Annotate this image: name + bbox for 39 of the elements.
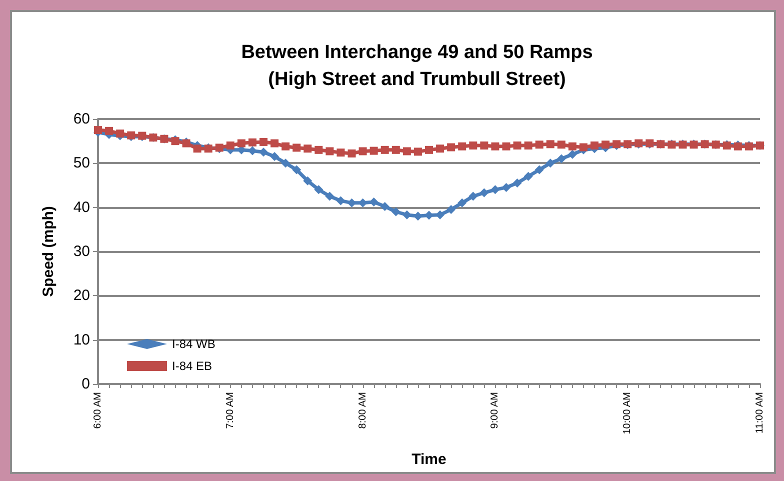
point (281, 158, 290, 168)
point (303, 176, 312, 186)
legend-label: I-84 EB (172, 359, 212, 373)
point (446, 205, 456, 214)
y-tick-label: 40 (73, 198, 90, 216)
x-tick-label: 8:00 AM (357, 392, 368, 429)
point (480, 188, 489, 198)
point (490, 185, 500, 194)
point (270, 152, 280, 162)
legend-label: I-84 WB (172, 337, 216, 351)
y-tick-label: 0 (82, 376, 90, 392)
point (556, 154, 566, 164)
point (468, 192, 478, 201)
point (391, 207, 400, 216)
point (524, 172, 533, 181)
y-tick-label: 10 (73, 331, 90, 348)
x-tick-label: 10:00 AM (622, 392, 634, 434)
x-tick-label: 6:00 AM (92, 392, 104, 429)
point (458, 198, 467, 208)
point (314, 185, 324, 194)
chart-title: Between Interchange 49 and 50 Ramps (High Street and Trumbull Street) (241, 42, 593, 90)
point (546, 158, 555, 168)
point (568, 150, 577, 159)
point (292, 165, 302, 174)
point (380, 202, 390, 211)
x-tick-label: 11:00 AM (754, 392, 766, 434)
point (502, 182, 511, 192)
y-tick-label: 20 (73, 287, 90, 304)
x-tick-label: 9:00 AM (490, 392, 501, 429)
point (325, 192, 334, 201)
point (534, 165, 544, 174)
y-tick-label: 30 (73, 243, 90, 260)
y-tick-label: 60 (73, 110, 90, 128)
x-tick-label: 7:00 AM (224, 392, 236, 429)
y-axis-title: Speed (mph) (40, 206, 57, 297)
point (512, 178, 522, 188)
x-axis-title: Time (412, 451, 446, 468)
point (336, 196, 346, 206)
y-tick-label: 50 (73, 154, 90, 172)
